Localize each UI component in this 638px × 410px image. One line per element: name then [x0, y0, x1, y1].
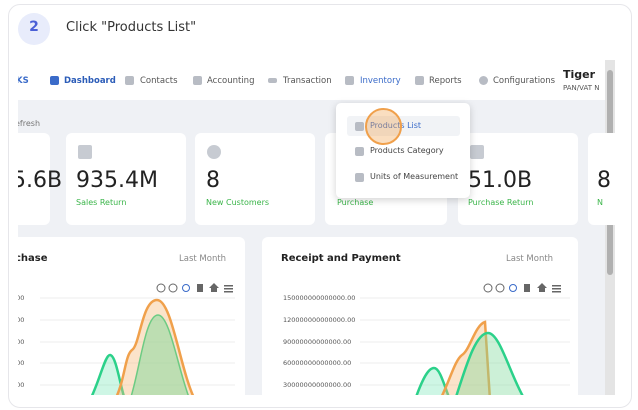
card-label: Purchase Return [468, 198, 534, 207]
nav-icon [193, 76, 202, 85]
nav-icon [479, 76, 488, 85]
panel-filter[interactable]: Last Month [506, 254, 554, 264]
panel-filter[interactable]: Last Month [179, 254, 227, 264]
card-label: New Customers [206, 198, 270, 207]
card [18, 133, 50, 225]
y-tick-label: 150000000000000.00 [283, 294, 356, 302]
area [130, 314, 189, 395]
user-subtitle: PAN/VAT N [563, 84, 600, 92]
nav-icon [125, 76, 134, 85]
y-tick-label: .00 [14, 294, 25, 302]
card-value: 8 [597, 168, 611, 193]
card-value: 5.6B [12, 168, 63, 193]
click-highlight [365, 108, 402, 145]
chart-panel [262, 237, 578, 395]
chart-toolbar [156, 283, 561, 293]
y-tick-label: .00 [14, 381, 25, 389]
menu-item[interactable]: Units of Measurement [370, 172, 459, 181]
nav-item[interactable]: Contacts [140, 76, 178, 86]
grid [40, 297, 570, 386]
panel-title: chase [15, 253, 48, 264]
y-tick-label: .00 [14, 359, 25, 367]
card-label: N [597, 198, 603, 207]
nav-item[interactable]: Configurations [493, 76, 556, 86]
nav-item[interactable]: Inventory [360, 76, 401, 86]
area [90, 353, 125, 395]
nav-item[interactable]: Reports [429, 76, 462, 86]
menu-item[interactable]: Products Category [370, 146, 444, 155]
area [415, 366, 450, 395]
card-value: 935.4M [76, 168, 158, 193]
nav-item[interactable]: KS [16, 76, 29, 86]
card-icon [78, 145, 92, 159]
card-label: Sales Return [76, 198, 127, 207]
menu-icon [355, 122, 364, 131]
user-name: Tiger [563, 68, 596, 81]
chart-panel [18, 237, 245, 395]
nav-item[interactable]: Dashboard [64, 76, 116, 86]
y-tick-label: .00 [14, 338, 25, 346]
card-value: 51.0B [468, 168, 533, 193]
y-tick-label: .00 [14, 316, 25, 324]
step-number: 2 [29, 19, 39, 35]
nav-icon [345, 76, 354, 85]
card-label: Purchase [337, 198, 374, 207]
card-icon [470, 145, 484, 159]
y-tick-label: 120000000000000.00 [283, 316, 356, 324]
card-icon [207, 145, 221, 159]
step-instruction: Click "Products List" [66, 20, 197, 35]
area [455, 331, 524, 395]
refresh[interactable]: efresh [15, 119, 41, 128]
step-badge [18, 13, 50, 45]
y-tick-label: 60000000000000.00 [283, 359, 352, 367]
card [588, 133, 615, 225]
y-tick-label: 30000000000000.00 [283, 381, 352, 389]
nav-item[interactable]: Transaction [283, 76, 332, 86]
y-tick-label: 90000000000000.00 [283, 338, 352, 346]
menu-icon [355, 147, 364, 156]
card-value: 8 [206, 168, 220, 193]
nav-icon [268, 78, 277, 83]
panel-title: Receipt and Payment [281, 253, 401, 264]
nav-icon [415, 76, 424, 85]
nav-item[interactable]: Accounting [207, 76, 255, 86]
navbar [18, 60, 615, 100]
menu-icon [355, 173, 364, 182]
nav-icon [50, 76, 59, 85]
